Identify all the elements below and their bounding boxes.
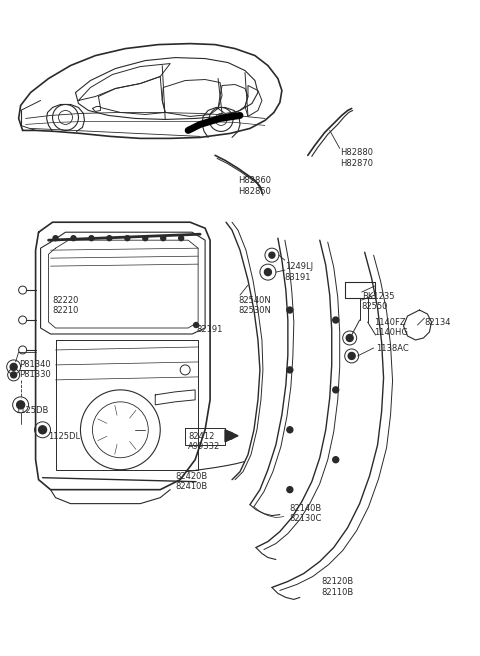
Text: BK1235
82550: BK1235 82550 [361, 292, 394, 312]
Circle shape [107, 236, 112, 241]
Circle shape [333, 387, 339, 393]
Circle shape [161, 236, 166, 241]
Text: 82412
A99332: 82412 A99332 [188, 432, 220, 451]
Text: H82860
H82850: H82860 H82850 [238, 176, 271, 195]
Circle shape [269, 252, 275, 258]
Circle shape [193, 323, 199, 327]
Text: P81340
P81330: P81340 P81330 [19, 360, 50, 379]
Text: 1249LJ
83191: 1249LJ 83191 [285, 262, 313, 281]
Text: 82120B
82110B: 82120B 82110B [322, 577, 354, 597]
Circle shape [17, 401, 24, 409]
Text: 1125DL: 1125DL [48, 432, 81, 441]
Circle shape [143, 236, 148, 241]
Circle shape [38, 426, 47, 434]
Circle shape [346, 335, 353, 342]
Circle shape [53, 236, 58, 241]
Text: 82140B
82130C: 82140B 82130C [290, 504, 322, 523]
Circle shape [264, 268, 271, 276]
Text: 82420B
82410B: 82420B 82410B [175, 472, 207, 491]
Text: 82134: 82134 [424, 318, 451, 327]
Text: 1125DB: 1125DB [15, 406, 48, 415]
Circle shape [10, 363, 17, 371]
Circle shape [125, 236, 130, 241]
Circle shape [287, 427, 293, 433]
Circle shape [287, 367, 293, 373]
Circle shape [179, 236, 184, 241]
Circle shape [333, 317, 339, 323]
Circle shape [227, 432, 233, 440]
Text: 82220
82210: 82220 82210 [52, 296, 79, 316]
Circle shape [11, 372, 17, 378]
Circle shape [348, 352, 355, 359]
Polygon shape [225, 430, 238, 441]
Circle shape [71, 236, 76, 241]
Text: 1140FZ
1140HG: 1140FZ 1140HG [373, 318, 408, 337]
Text: 1138AC: 1138AC [376, 344, 408, 353]
Circle shape [89, 236, 94, 241]
Text: 82540N
82530N: 82540N 82530N [238, 296, 271, 316]
Text: H82880
H82870: H82880 H82870 [340, 148, 372, 168]
Text: 82191: 82191 [196, 325, 223, 334]
Circle shape [287, 307, 293, 313]
Circle shape [287, 487, 293, 493]
Circle shape [333, 457, 339, 462]
